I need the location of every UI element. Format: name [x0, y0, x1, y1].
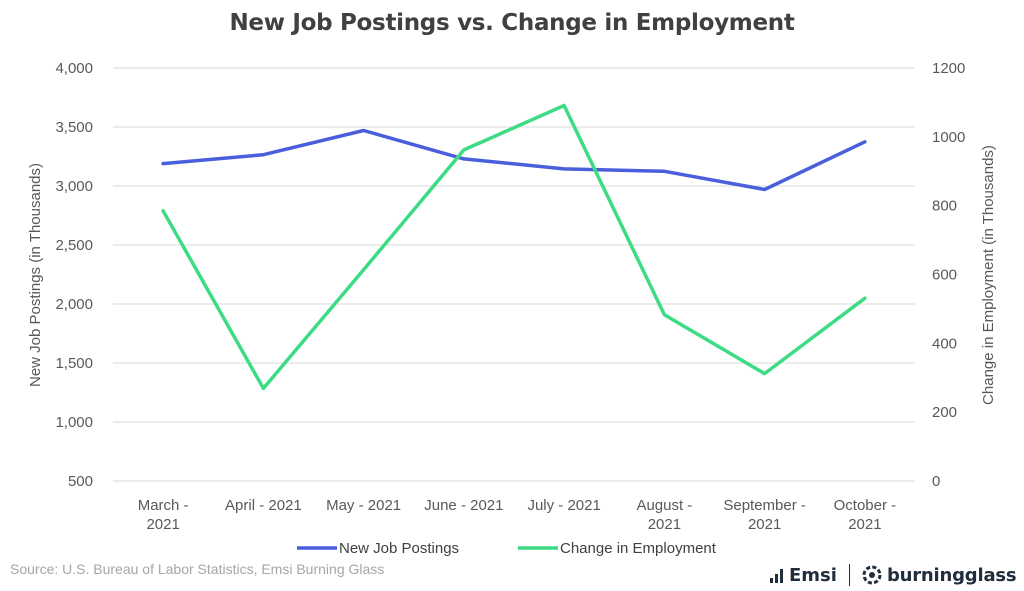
right-tick-label: 200 — [932, 404, 957, 421]
left-tick-label: 500 — [68, 473, 93, 490]
logo-area: Emsi burningglass — [770, 560, 1017, 590]
left-axis-title: New Job Postings (in Thousands) — [27, 163, 44, 387]
right-tick-label: 400 — [932, 335, 957, 352]
right-tick-label: 1000 — [932, 129, 965, 146]
left-tick-label: 2,500 — [55, 237, 93, 254]
right-tick-label: 0 — [932, 473, 940, 490]
chart-title: New Job Postings vs. Change in Employmen… — [229, 10, 795, 36]
right-tick-label: 600 — [932, 267, 957, 284]
category-label: August -2021 — [636, 497, 692, 533]
category-label: March -2021 — [138, 497, 189, 533]
right-tick-label: 1200 — [932, 60, 965, 77]
series-line — [161, 128, 867, 192]
legend-label: Change in Employment — [560, 540, 717, 557]
legend-label: New Job Postings — [339, 540, 459, 557]
left-tick-label: 2,000 — [55, 296, 93, 313]
left-tick-label: 3,000 — [55, 178, 93, 195]
category-label: September -2021 — [723, 497, 806, 533]
source-note: Source: U.S. Bureau of Labor Statistics,… — [10, 561, 385, 577]
category-label: April - 2021 — [225, 497, 302, 514]
series-line — [161, 103, 867, 391]
left-tick-label: 4,000 — [55, 60, 93, 77]
left-tick-label: 3,500 — [55, 119, 93, 136]
right-axis-title: Change in Employment (in Thousands) — [980, 145, 997, 405]
category-label: October -2021 — [834, 497, 897, 533]
burning-glass-logo: burningglass — [886, 564, 1017, 586]
right-tick-label: 800 — [932, 198, 957, 215]
burning-glass-icon — [862, 565, 882, 585]
category-label: May - 2021 — [326, 497, 401, 514]
left-tick-label: 1,000 — [55, 414, 93, 431]
emsi-bars-icon — [770, 568, 785, 583]
left-tick-label: 1,500 — [55, 355, 93, 372]
emsi-logo: Emsi — [789, 564, 837, 586]
category-label: July - 2021 — [527, 497, 600, 514]
category-label: June - 2021 — [424, 497, 503, 514]
logo-divider — [848, 564, 850, 586]
